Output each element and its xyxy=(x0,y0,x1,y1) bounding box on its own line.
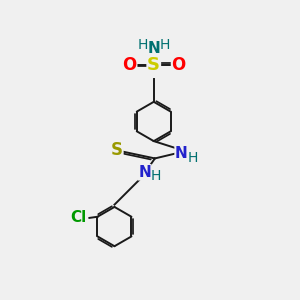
Text: H: H xyxy=(137,38,148,52)
Text: O: O xyxy=(172,56,186,74)
Text: S: S xyxy=(147,56,160,74)
Text: Cl: Cl xyxy=(70,210,87,225)
Text: H: H xyxy=(188,151,198,165)
Text: H: H xyxy=(150,169,161,183)
Text: O: O xyxy=(122,56,136,74)
Text: N: N xyxy=(147,41,160,56)
Text: N: N xyxy=(138,165,151,180)
Text: S: S xyxy=(111,141,123,159)
Text: N: N xyxy=(175,146,188,161)
Text: H: H xyxy=(160,38,170,52)
